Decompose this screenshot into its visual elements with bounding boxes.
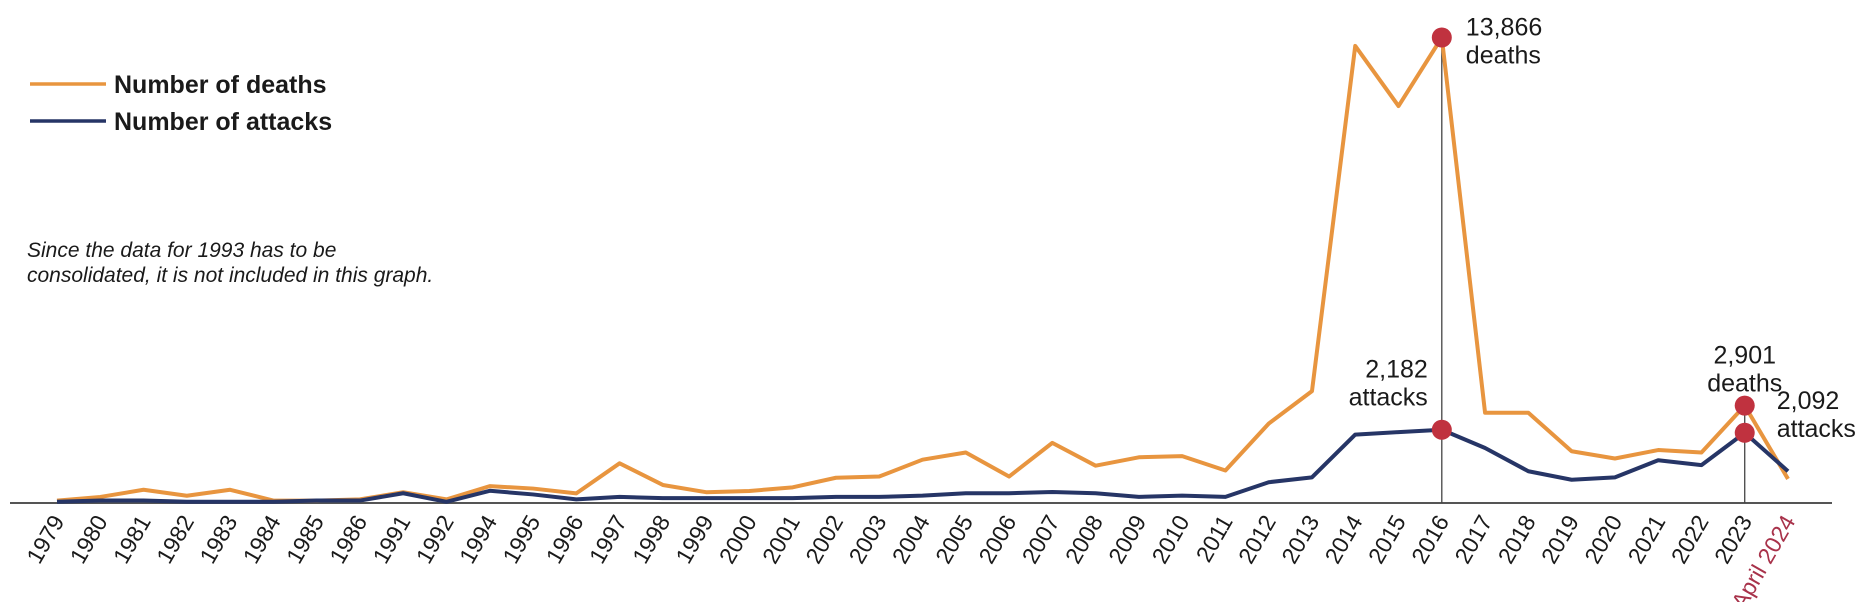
x-tick-label: 2009: [1103, 511, 1151, 568]
highlight-point: [1734, 395, 1755, 416]
x-tick-label: 1984: [238, 510, 286, 567]
legend-label: Number of deaths: [114, 71, 327, 99]
x-tick-label: 1994: [454, 510, 502, 567]
x-tick-label: 2008: [1060, 511, 1108, 568]
x-tick-label: 2020: [1579, 511, 1627, 568]
x-tick-label: 1997: [584, 511, 632, 568]
value-label: attacks: [1349, 384, 1428, 412]
value-label: attacks: [1777, 415, 1856, 443]
x-tick-label: 1980: [65, 511, 113, 568]
x-tick-label: 1998: [627, 511, 675, 568]
x-tick-label: 1999: [670, 511, 718, 568]
x-tick-label: 2001: [757, 511, 805, 568]
x-tick-label: 2013: [1276, 511, 1324, 568]
x-tick-label: 2022: [1666, 511, 1714, 568]
x-tick-label: 1983: [194, 511, 242, 568]
x-tick-label: 2004: [887, 510, 935, 567]
x-tick-label: 2012: [1233, 511, 1281, 568]
legend-label: Number of attacks: [114, 108, 332, 136]
x-tick-label: 1979: [21, 511, 69, 568]
x-tick-label: 2007: [1017, 511, 1065, 568]
highlight-point: [1431, 27, 1452, 48]
value-label: deaths: [1707, 370, 1782, 398]
x-tick-label: 2005: [930, 511, 978, 568]
x-tick-label: 2021: [1622, 511, 1670, 568]
x-tick-label: 2000: [714, 511, 762, 568]
highlight-point: [1734, 422, 1755, 443]
highlight-point: [1431, 419, 1452, 440]
x-tick-label: 2016: [1406, 511, 1454, 568]
series-line: [56, 427, 1790, 504]
value-label: 13,866: [1466, 13, 1542, 41]
x-tick-label: 2003: [843, 511, 891, 568]
x-tick-label: 2011: [1191, 511, 1238, 567]
x-tick-label: 1981: [108, 511, 156, 568]
x-tick-label: 1982: [151, 511, 199, 568]
value-label: 2,182: [1365, 356, 1428, 384]
x-tick-label: 2010: [1146, 511, 1194, 568]
value-label: 2,092: [1777, 387, 1840, 415]
x-tick-label: 1996: [541, 511, 589, 568]
x-tick-label: 2014: [1319, 510, 1367, 567]
x-tick-label: 1986: [324, 511, 372, 568]
x-tick-label: 2002: [800, 511, 848, 568]
x-tick-label: 2017: [1449, 511, 1497, 568]
x-tick-label: 1985: [281, 511, 329, 568]
note-line: Since the data for 1993 has to be: [27, 239, 336, 262]
x-tick-label: 1991: [367, 511, 415, 568]
value-label: 2,901: [1713, 342, 1776, 370]
x-tick-label: 1995: [497, 511, 545, 568]
x-tick-label: 2018: [1493, 511, 1541, 568]
note: Since the data for 1993 has to be consol…: [27, 239, 433, 287]
x-tick-label: 1992: [411, 511, 459, 568]
x-tick-label: 2015: [1363, 511, 1411, 568]
x-tick-label: 2006: [973, 511, 1021, 568]
note-line: consolidated, it is not included in this…: [27, 264, 433, 287]
x-tick-label: 2019: [1536, 511, 1584, 568]
value-label: deaths: [1466, 41, 1541, 69]
